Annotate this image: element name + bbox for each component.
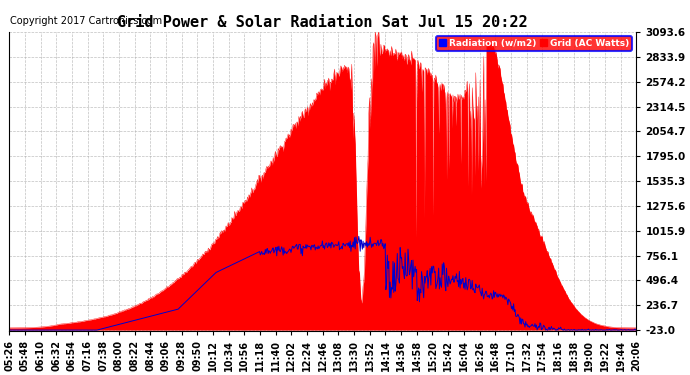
- Text: Copyright 2017 Cartronics.com: Copyright 2017 Cartronics.com: [10, 16, 162, 26]
- Legend: Radiation (w/m2), Grid (AC Watts): Radiation (w/m2), Grid (AC Watts): [436, 36, 632, 51]
- Title: Grid Power & Solar Radiation Sat Jul 15 20:22: Grid Power & Solar Radiation Sat Jul 15 …: [117, 15, 528, 30]
